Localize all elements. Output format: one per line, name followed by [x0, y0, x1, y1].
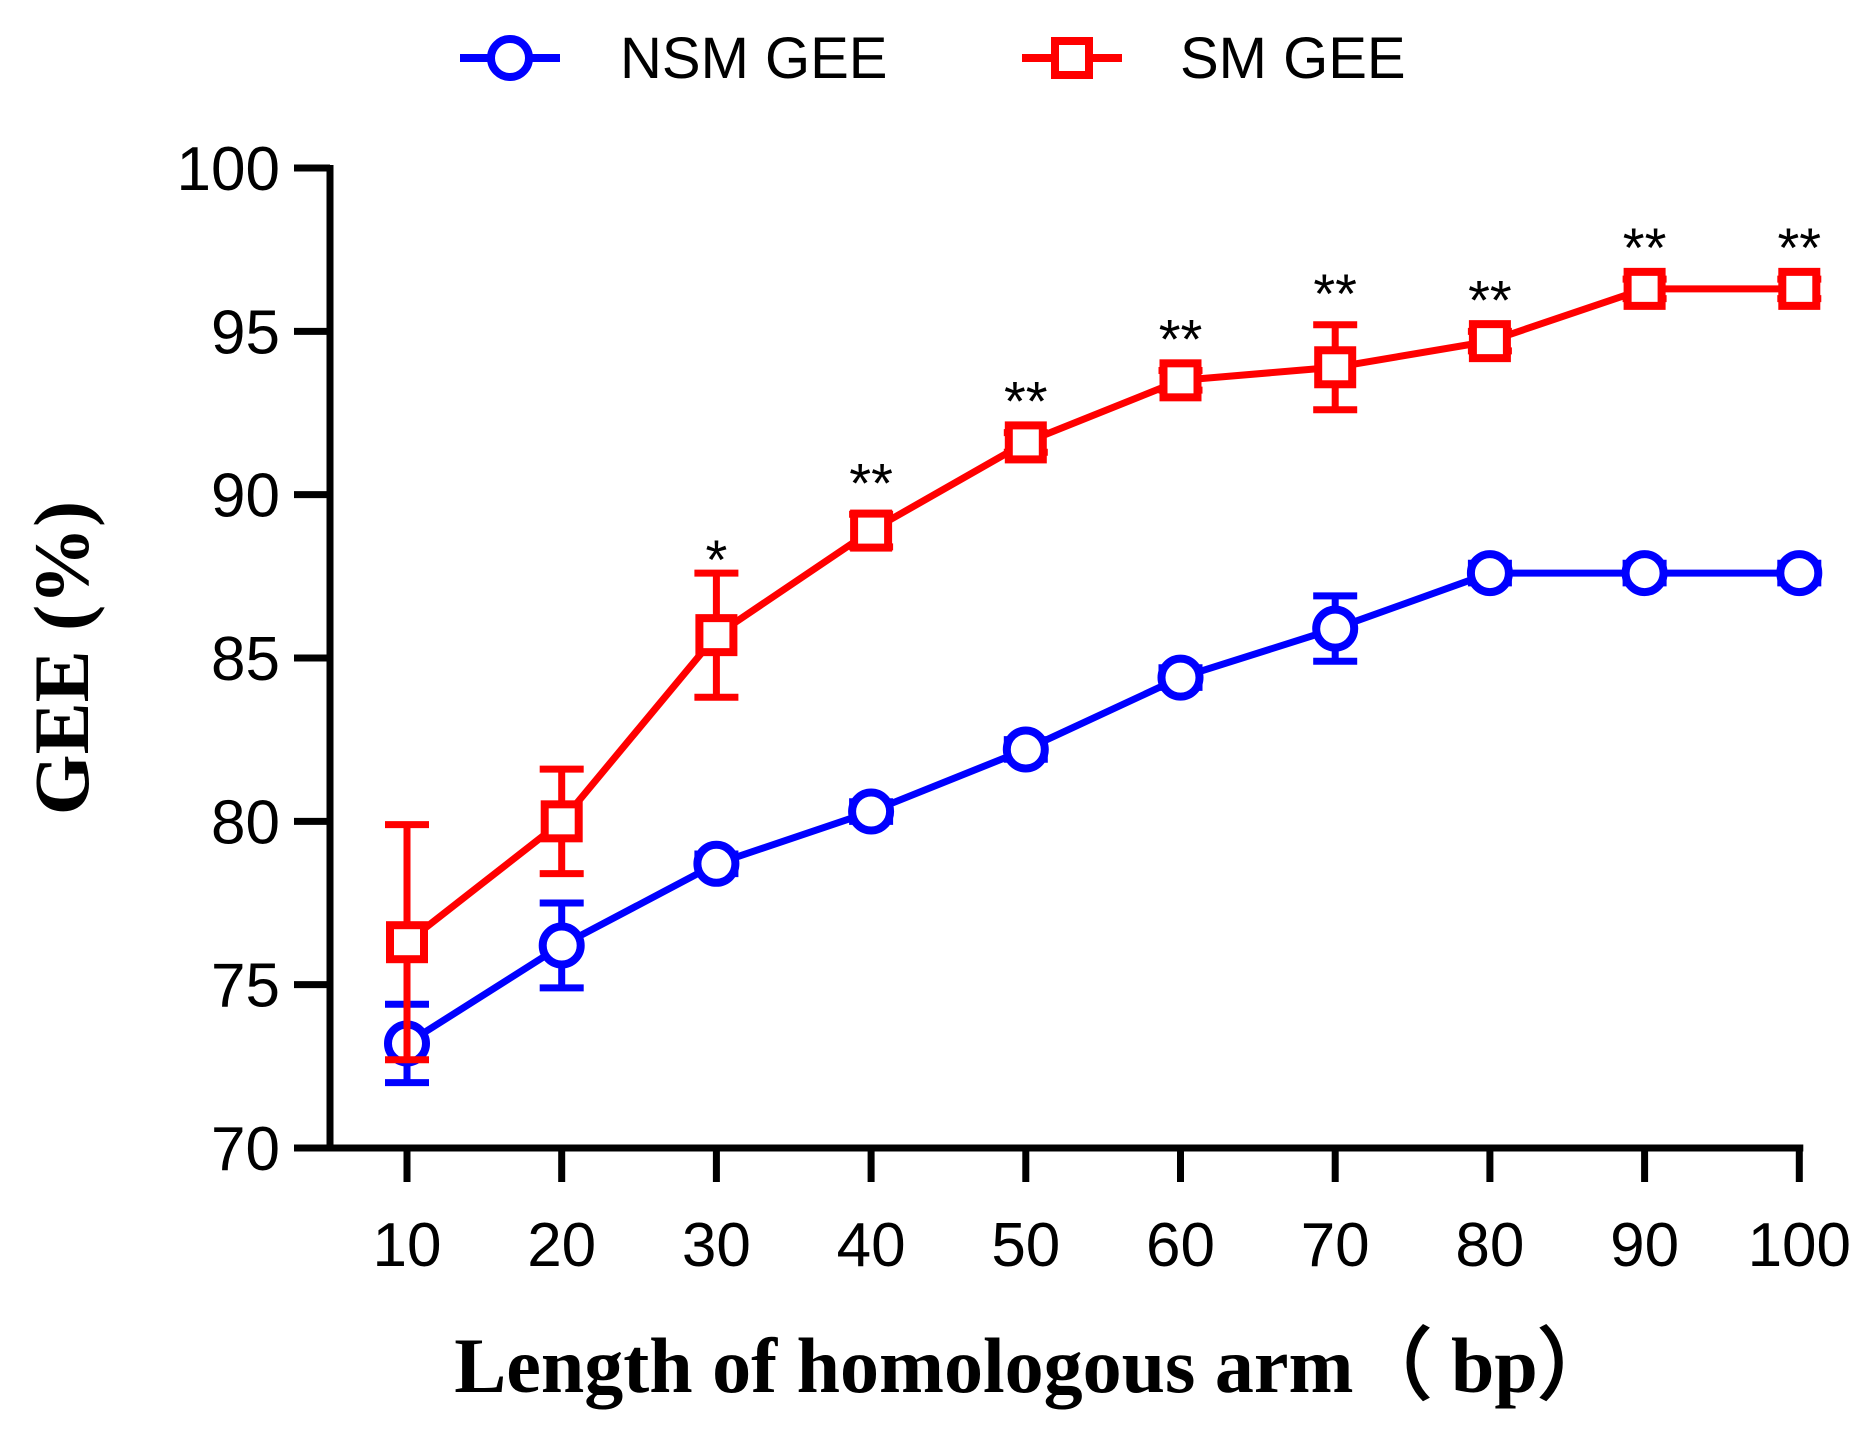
data-point: [1621, 550, 1668, 597]
y-tick-label: 70: [211, 1115, 280, 1184]
x-tick-label: 30: [682, 1211, 751, 1280]
legend: NSM GEE SM GEE: [460, 26, 1406, 91]
data-point: [1466, 550, 1513, 597]
series-line: [405, 569, 1800, 1047]
data-point: [540, 800, 583, 843]
data-point: [695, 614, 738, 657]
legend-item: NSM GEE: [460, 26, 888, 91]
data-point: [1776, 550, 1823, 597]
y-tick-label: 85: [211, 625, 280, 694]
y-tick-label: 75: [211, 952, 280, 1021]
series-layer: [384, 267, 1823, 1087]
legend-marker: [1051, 37, 1093, 79]
significance-label: **: [1159, 308, 1203, 371]
legend-label: NSM GEE: [620, 26, 888, 91]
data-point: [1159, 359, 1202, 402]
significance-label: **: [1778, 216, 1822, 279]
x-tick-label: 50: [991, 1211, 1060, 1280]
significance-label: **: [1468, 268, 1512, 331]
x-tick-label: 80: [1455, 1211, 1524, 1280]
data-point: [1314, 346, 1357, 389]
x-axis-title: Length of homologous arm（ bp）: [454, 1322, 1615, 1409]
x-tick-label: 20: [527, 1211, 596, 1280]
x-tick-label: 40: [837, 1211, 906, 1280]
data-point: [1002, 726, 1049, 773]
data-point: [848, 788, 895, 835]
x-tick-label: 60: [1146, 1211, 1215, 1280]
data-point: [386, 921, 428, 964]
y-tick-label: 95: [211, 298, 280, 367]
x-tick-label: 10: [373, 1211, 442, 1280]
data-point: [1157, 654, 1204, 701]
legend-marker: [487, 35, 533, 81]
legend-label: SM GEE: [1180, 26, 1406, 91]
significance-label: **: [849, 451, 893, 514]
significance-layer: ********* **** **: [706, 216, 1822, 591]
significance-label: **: [1623, 216, 1667, 279]
x-tick-label: 70: [1301, 1211, 1370, 1280]
series-sm-gee: [385, 267, 1822, 1064]
significance-label: **: [1313, 262, 1357, 325]
data-point: [538, 922, 585, 969]
significance-label: *: [706, 528, 728, 591]
data-point: [1312, 605, 1359, 652]
data-point: [693, 840, 740, 887]
y-tick-label: 80: [211, 788, 280, 857]
y-axis-title: GEE (%): [18, 501, 105, 815]
y-tick-label: 90: [211, 462, 280, 531]
data-point: [1004, 421, 1047, 464]
axes: 70 75 80 85 90 95 100 10 20 30 40 50 60 70 80 90 100: [177, 135, 1851, 1280]
y-tick-label: 100: [177, 135, 280, 204]
x-tick-label: 100: [1748, 1211, 1851, 1280]
data-point: [1778, 267, 1821, 310]
x-tick-label: 90: [1610, 1211, 1679, 1280]
data-point: [850, 509, 893, 552]
legend-item: SM GEE: [1022, 26, 1406, 91]
series-line: [404, 285, 1800, 945]
data-point: [1468, 320, 1511, 363]
data-point: [1623, 267, 1666, 310]
significance-label: **: [1004, 370, 1048, 433]
series-nsm-gee: [384, 550, 1823, 1087]
